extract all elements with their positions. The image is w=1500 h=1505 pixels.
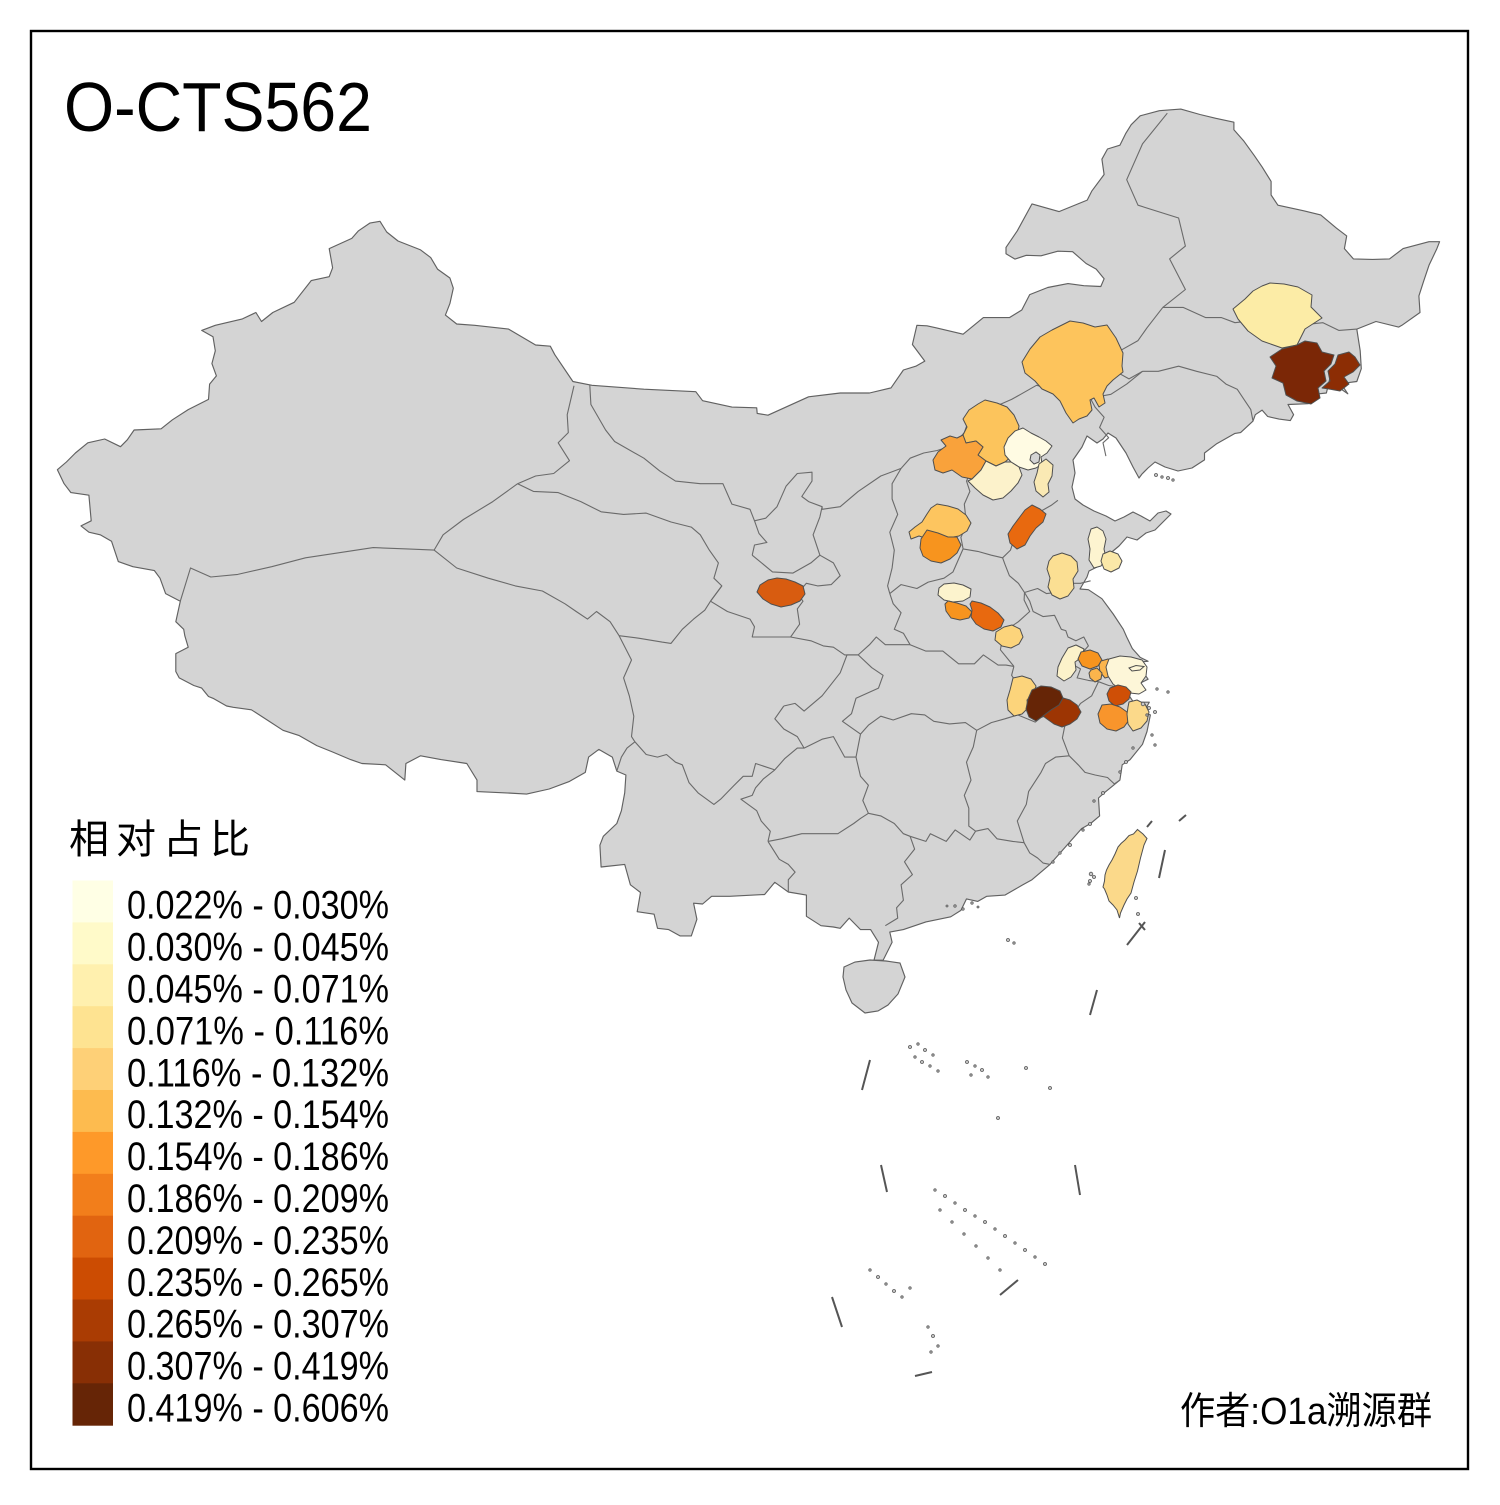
svg-text:0.235% - 0.265%: 0.235% - 0.265% [127, 1261, 389, 1305]
svg-text:0.265% - 0.307%: 0.265% - 0.307% [127, 1303, 389, 1347]
svg-text:0.030% - 0.045%: 0.030% - 0.045% [127, 926, 389, 970]
svg-text:0.209% - 0.235%: 0.209% - 0.235% [127, 1219, 389, 1263]
svg-text:0.186% - 0.209%: 0.186% - 0.209% [127, 1177, 389, 1221]
svg-text:相对占比: 相对占比 [69, 818, 257, 862]
svg-text:0.307% - 0.419%: 0.307% - 0.419% [127, 1345, 389, 1389]
svg-text:O-CTS562: O-CTS562 [64, 68, 372, 146]
svg-text:0.116% - 0.132%: 0.116% - 0.132% [127, 1051, 389, 1095]
svg-text:0.419% - 0.606%: 0.419% - 0.606% [127, 1387, 389, 1431]
svg-text:0.154% - 0.186%: 0.154% - 0.186% [127, 1135, 389, 1179]
svg-text:0.071% - 0.116%: 0.071% - 0.116% [127, 1009, 389, 1053]
svg-text:0.045% - 0.071%: 0.045% - 0.071% [127, 968, 389, 1012]
svg-text:0.132% - 0.154%: 0.132% - 0.154% [127, 1093, 389, 1137]
svg-text:0.022% - 0.030%: 0.022% - 0.030% [127, 884, 389, 928]
svg-text:作者:O1a溯源群: 作者:O1a溯源群 [1180, 1391, 1432, 1433]
